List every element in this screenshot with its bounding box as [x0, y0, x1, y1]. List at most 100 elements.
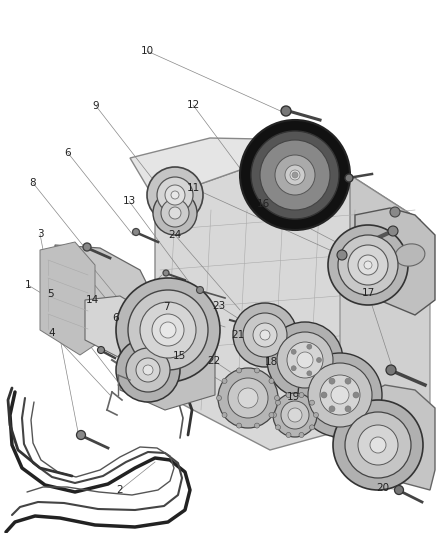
Circle shape [310, 425, 314, 430]
Circle shape [364, 261, 372, 269]
Text: 20: 20 [376, 483, 389, 493]
Text: 6: 6 [65, 148, 71, 158]
Circle shape [254, 325, 261, 332]
Circle shape [281, 106, 291, 116]
Circle shape [163, 270, 169, 276]
Circle shape [77, 431, 85, 440]
Circle shape [254, 368, 259, 373]
Text: 11: 11 [187, 183, 200, 193]
Circle shape [277, 332, 333, 388]
Text: 1: 1 [25, 280, 31, 290]
Polygon shape [40, 242, 95, 355]
Circle shape [345, 174, 353, 182]
Polygon shape [130, 138, 350, 200]
Circle shape [228, 378, 268, 418]
Circle shape [233, 303, 297, 367]
Polygon shape [85, 296, 140, 358]
Text: 7: 7 [162, 302, 170, 312]
Text: 9: 9 [93, 101, 99, 111]
Circle shape [273, 393, 317, 437]
Circle shape [287, 342, 323, 378]
Circle shape [269, 413, 274, 417]
Circle shape [310, 400, 314, 405]
Circle shape [267, 322, 343, 398]
Circle shape [147, 167, 203, 223]
Circle shape [222, 378, 227, 383]
Circle shape [216, 395, 222, 400]
Circle shape [240, 120, 350, 230]
Circle shape [331, 386, 349, 404]
Circle shape [218, 368, 278, 428]
Circle shape [243, 313, 287, 357]
Polygon shape [350, 175, 420, 420]
Circle shape [321, 392, 327, 398]
Circle shape [171, 191, 179, 199]
Circle shape [314, 413, 318, 417]
Circle shape [328, 225, 408, 305]
Circle shape [390, 207, 400, 217]
Circle shape [286, 392, 291, 398]
Circle shape [353, 392, 359, 398]
Circle shape [348, 245, 388, 285]
Circle shape [337, 250, 347, 260]
Circle shape [388, 226, 398, 236]
Circle shape [116, 338, 180, 402]
Circle shape [272, 413, 276, 417]
Text: 12: 12 [187, 100, 200, 110]
Circle shape [308, 363, 372, 427]
Circle shape [345, 412, 411, 478]
Circle shape [317, 358, 321, 362]
Circle shape [136, 358, 160, 382]
Text: 22: 22 [207, 356, 221, 366]
Circle shape [358, 255, 378, 275]
Circle shape [157, 177, 193, 213]
Circle shape [291, 366, 296, 371]
Circle shape [386, 365, 396, 375]
Circle shape [260, 330, 270, 340]
Circle shape [329, 406, 335, 412]
Circle shape [286, 432, 291, 438]
Ellipse shape [395, 244, 425, 266]
Circle shape [269, 378, 274, 383]
Text: 8: 8 [30, 178, 36, 188]
Circle shape [290, 170, 300, 180]
Circle shape [238, 388, 258, 408]
Circle shape [253, 323, 277, 347]
Circle shape [152, 314, 184, 346]
Circle shape [128, 290, 208, 370]
Circle shape [276, 425, 280, 430]
Polygon shape [120, 312, 215, 410]
Circle shape [169, 207, 181, 219]
Text: 6: 6 [113, 313, 119, 323]
Circle shape [370, 437, 386, 453]
Circle shape [133, 229, 139, 236]
Circle shape [307, 344, 312, 349]
Circle shape [165, 185, 185, 205]
Circle shape [299, 392, 304, 398]
Circle shape [140, 302, 196, 358]
Circle shape [320, 375, 360, 415]
Circle shape [197, 287, 204, 294]
Circle shape [281, 401, 309, 429]
Polygon shape [55, 245, 155, 345]
Circle shape [161, 199, 189, 227]
Circle shape [126, 348, 170, 392]
Polygon shape [155, 170, 420, 450]
Circle shape [298, 353, 382, 437]
Circle shape [116, 278, 220, 382]
Circle shape [345, 406, 351, 412]
Circle shape [98, 346, 105, 353]
Text: 13: 13 [122, 196, 136, 206]
Polygon shape [355, 385, 435, 490]
Circle shape [297, 352, 313, 368]
Text: 23: 23 [212, 301, 226, 311]
Circle shape [237, 423, 241, 428]
Circle shape [153, 191, 197, 235]
Polygon shape [340, 250, 430, 480]
Circle shape [307, 371, 312, 376]
Text: 15: 15 [173, 351, 186, 361]
Circle shape [292, 172, 298, 178]
Text: 17: 17 [361, 288, 374, 298]
Text: 18: 18 [265, 357, 278, 367]
Circle shape [338, 235, 398, 295]
